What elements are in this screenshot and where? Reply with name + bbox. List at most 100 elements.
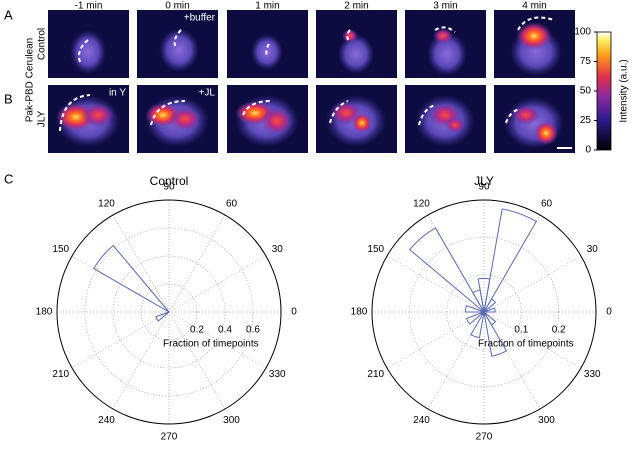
colorbar: 0 25 50 75 100 Intensity (a.u.) xyxy=(574,27,629,156)
annotation: in Y xyxy=(109,88,126,99)
rose-wedge xyxy=(464,304,485,313)
chart-title: JLY xyxy=(474,174,494,188)
rose-wedge xyxy=(155,311,170,322)
chart-title: Control xyxy=(150,174,189,188)
angular-grid-line xyxy=(483,255,582,313)
radial-tick-label: 0.2 xyxy=(190,325,204,336)
row-label: Control xyxy=(37,28,48,60)
rose-wedge xyxy=(93,244,170,313)
panel-label: C xyxy=(4,171,13,186)
angular-grid-line xyxy=(168,311,226,410)
cell-signal xyxy=(516,22,552,50)
angular-tick-label: 60 xyxy=(541,198,553,209)
cell-edge xyxy=(329,100,349,124)
micrograph xyxy=(48,85,129,153)
rose-wedge xyxy=(483,311,508,357)
cell-signal xyxy=(534,121,558,145)
panel-label: B xyxy=(4,91,13,106)
micrograph xyxy=(137,10,218,78)
cell-edge xyxy=(346,29,351,41)
rose-wedge xyxy=(465,311,485,325)
colorbar-tick-label: 50 xyxy=(580,86,592,97)
rose-wedge xyxy=(408,227,485,313)
time-label: 2 min xyxy=(344,1,368,12)
colorbar-fill xyxy=(596,31,612,151)
angular-tick-label: 120 xyxy=(413,198,430,209)
polar-chart: Control 0 30 60 90 120 150 180 210 240 270 300 330 0.… xyxy=(36,174,298,442)
angular-grid-line xyxy=(168,255,267,313)
cell-edge xyxy=(265,43,270,57)
angular-tick-label: 60 xyxy=(226,198,238,209)
cell-signal xyxy=(169,107,201,131)
annotation: +buffer xyxy=(184,13,216,24)
rose-wedge xyxy=(483,311,497,326)
time-label: 4 min xyxy=(522,1,546,12)
cell-signal xyxy=(352,113,372,133)
cell-edge xyxy=(434,26,456,33)
angular-grid-line xyxy=(168,214,226,313)
angular-tick-label: 90 xyxy=(163,182,175,193)
cell-edge xyxy=(242,100,272,116)
angular-tick-label: 210 xyxy=(52,369,69,380)
cell-signal xyxy=(445,117,465,133)
cell-signal xyxy=(261,107,293,135)
angular-tick-label: 270 xyxy=(476,432,493,443)
outer-ring xyxy=(371,199,597,425)
angular-tick-label: 330 xyxy=(584,369,601,380)
angular-tick-label: 300 xyxy=(223,415,240,426)
angular-tick-label: 0 xyxy=(291,307,297,318)
cell-signal xyxy=(82,103,114,127)
cell-signal xyxy=(512,105,540,125)
colorbar-tick-label: 25 xyxy=(580,115,592,126)
angular-tick-label: 210 xyxy=(367,369,384,380)
radial-tick-label: 0.2 xyxy=(552,325,566,336)
colorbar-tick-label: 0 xyxy=(585,145,591,156)
radial-axis-label: Fraction of timepoints xyxy=(163,339,259,350)
image-grid: -1 min 0 min 1 min 2 min 3 min 4 min +buffer in… xyxy=(48,1,575,153)
angular-grid-line xyxy=(71,311,170,369)
micrograph xyxy=(405,10,486,78)
rose-wedge xyxy=(470,311,485,339)
micrograph xyxy=(316,10,397,78)
micrograph xyxy=(494,85,575,153)
panel-label: A xyxy=(4,7,13,22)
radial-tick-label: 0.4 xyxy=(218,325,232,336)
colorbar-label: Intensity (a.u.) xyxy=(619,59,630,122)
radial-grid-ring xyxy=(140,283,198,341)
micrograph xyxy=(137,85,218,153)
rose-wedge xyxy=(483,208,537,313)
rose-wedge xyxy=(483,307,496,313)
cell-signal xyxy=(159,28,199,72)
angular-tick-label: 270 xyxy=(161,432,178,443)
cell-edge xyxy=(173,29,182,47)
row-label: JLY xyxy=(37,110,48,127)
time-label: 0 min xyxy=(165,1,189,12)
cell-signal xyxy=(338,34,374,74)
angular-grid-line xyxy=(112,311,170,410)
angular-tick-label: 30 xyxy=(272,244,284,255)
cell-signal xyxy=(342,29,358,43)
angular-tick-label: 120 xyxy=(98,198,115,209)
radial-tick-label: 0.6 xyxy=(246,325,260,336)
time-label: 1 min xyxy=(255,1,279,12)
angular-grid-line xyxy=(112,214,170,313)
micrograph xyxy=(405,85,486,153)
radial-axis-label: Fraction of timepoints xyxy=(478,339,574,350)
radial-tick-label: 0.1 xyxy=(514,325,528,336)
angular-tick-label: 150 xyxy=(52,244,69,255)
colorbar-tick-label: 100 xyxy=(574,27,591,38)
radial-grid-ring xyxy=(446,274,522,350)
polar-plots: Control03060901201501802102402703003300.… xyxy=(36,174,613,442)
micrograph xyxy=(316,85,397,153)
angular-tick-label: 240 xyxy=(413,415,430,426)
cell-edge xyxy=(78,39,89,63)
rose-wedge xyxy=(477,277,491,313)
outer-ring xyxy=(56,199,282,425)
angular-grid-line xyxy=(386,255,485,313)
cell-edge xyxy=(418,104,436,126)
radial-grid-ring xyxy=(84,227,254,397)
angular-grid-line xyxy=(483,311,582,369)
colorbar-tick-label: 75 xyxy=(580,56,592,67)
angular-grid-line xyxy=(386,311,485,369)
micrograph xyxy=(48,10,129,78)
